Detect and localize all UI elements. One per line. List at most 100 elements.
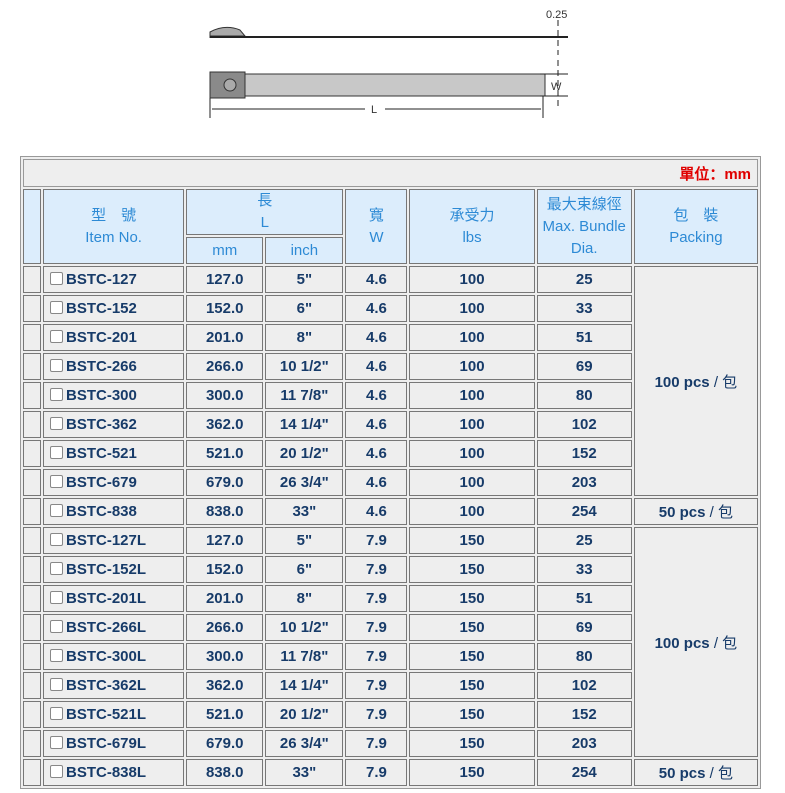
item-checkbox[interactable] [50,272,64,285]
row-spacer [23,382,42,409]
width-cell: 4.6 [345,295,408,322]
mm-cell: 152.0 [186,556,264,583]
force-cell: 100 [409,411,535,438]
item-cell: BSTC-521 [43,440,185,467]
mm-cell: 362.0 [186,672,264,699]
bundle-cell: 80 [536,382,632,409]
inch-cell: 8" [265,324,344,351]
item-checkbox[interactable] [50,446,64,459]
item-cell: BSTC-521L [43,701,185,728]
inch-cell: 5" [265,266,344,293]
item-cell: BSTC-300 [43,382,185,409]
item-cell: BSTC-300L [43,643,185,670]
bundle-cell: 51 [536,585,632,612]
item-checkbox[interactable] [50,678,64,691]
force-cell: 150 [409,614,535,641]
row-spacer [23,527,42,554]
item-checkbox[interactable] [50,417,64,430]
force-cell: 100 [409,498,535,525]
item-checkbox[interactable] [50,649,64,662]
packing-cell: 50 pcs / 包 [633,759,758,786]
table-row: BSTC-300 300.0 11 7/8" 4.6 100 80 [23,382,758,409]
force-cell: 150 [409,585,535,612]
force-cell: 150 [409,556,535,583]
inch-cell: 14 1/4" [265,411,344,438]
row-spacer [23,730,42,757]
row-spacer [23,411,42,438]
mm-cell: 266.0 [186,353,264,380]
inch-cell: 10 1/2" [265,614,344,641]
width-label: W [551,81,562,93]
length-label: L [371,104,377,116]
inch-cell: 33" [265,759,344,786]
packing-cell: 100 pcs / 包 [633,266,758,496]
width-cell: 4.6 [345,411,408,438]
mm-header: mm [186,237,264,264]
inch-cell: 8" [265,585,344,612]
width-cell: 4.6 [345,469,408,496]
force-header: 承受力 lbs [409,189,535,264]
item-checkbox[interactable] [50,475,64,488]
mm-cell: 152.0 [186,295,264,322]
force-cell: 100 [409,295,535,322]
item-checkbox[interactable] [50,504,64,517]
row-spacer [23,295,42,322]
force-cell: 100 [409,266,535,293]
width-cell: 4.6 [345,382,408,409]
item-checkbox[interactable] [50,301,64,314]
force-cell: 150 [409,759,535,786]
bundle-cell: 69 [536,353,632,380]
item-cell: BSTC-127L [43,527,185,554]
force-cell: 150 [409,701,535,728]
table-row: BSTC-838L 838.0 33" 7.9 150 254 50 pcs / … [23,759,758,786]
table-row: BSTC-679L 679.0 26 3/4" 7.9 150 203 [23,730,758,757]
width-cell: 4.6 [345,353,408,380]
width-cell: 7.9 [345,527,408,554]
item-checkbox[interactable] [50,330,64,343]
item-checkbox[interactable] [50,765,64,778]
width-cell: 7.9 [345,730,408,757]
bundle-cell: 25 [536,527,632,554]
packing-cell: 50 pcs / 包 [633,498,758,525]
bundle-cell: 254 [536,498,632,525]
item-cell: BSTC-679L [43,730,185,757]
row-spacer [23,353,42,380]
bundle-header: 最大束線徑 Max. Bundle Dia. [536,189,632,264]
item-cell: BSTC-838L [43,759,185,786]
item-checkbox[interactable] [50,533,64,546]
row-spacer [23,324,42,351]
bundle-cell: 33 [536,295,632,322]
item-checkbox[interactable] [50,562,64,575]
width-cell: 7.9 [345,672,408,699]
force-cell: 100 [409,382,535,409]
row-spacer [23,643,42,670]
item-checkbox[interactable] [50,388,64,401]
item-checkbox[interactable] [50,620,64,633]
inch-cell: 20 1/2" [265,440,344,467]
inch-cell: 5" [265,527,344,554]
bundle-cell: 152 [536,440,632,467]
row-spacer [23,556,42,583]
table-row: BSTC-152 152.0 6" 4.6 100 33 [23,295,758,322]
bundle-cell: 69 [536,614,632,641]
force-cell: 100 [409,353,535,380]
item-checkbox[interactable] [50,736,64,749]
width-cell: 4.6 [345,266,408,293]
width-cell: 4.6 [345,498,408,525]
table-row: BSTC-362L 362.0 14 1/4" 7.9 150 102 [23,672,758,699]
item-checkbox[interactable] [50,707,64,720]
inch-cell: 10 1/2" [265,353,344,380]
bundle-cell: 203 [536,730,632,757]
item-header: 型 號 Item No. [43,189,185,264]
width-cell: 4.6 [345,440,408,467]
table-row: BSTC-362 362.0 14 1/4" 4.6 100 102 [23,411,758,438]
force-cell: 150 [409,527,535,554]
item-cell: BSTC-201 [43,324,185,351]
width-cell: 7.9 [345,556,408,583]
bundle-cell: 25 [536,266,632,293]
table-row: BSTC-521L 521.0 20 1/2" 7.9 150 152 [23,701,758,728]
item-checkbox[interactable] [50,359,64,372]
item-cell: BSTC-127 [43,266,185,293]
item-checkbox[interactable] [50,591,64,604]
